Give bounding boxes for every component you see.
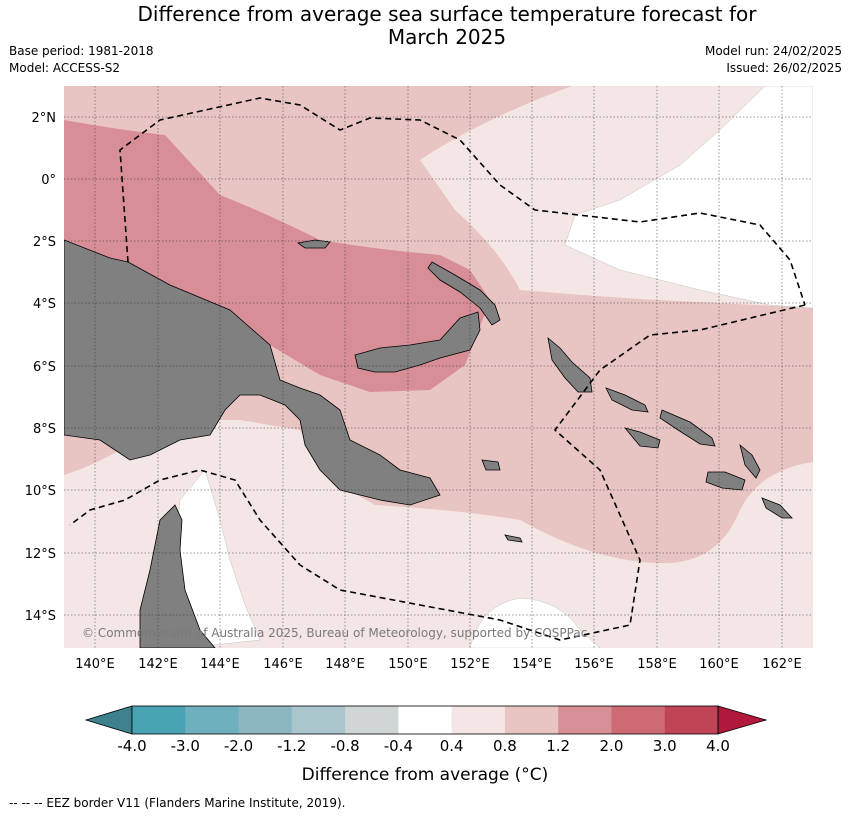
colorbar-swatch <box>451 706 506 734</box>
colorbar-swatches <box>132 706 719 734</box>
lon-tick-label: 160°E <box>699 657 739 672</box>
lat-tick-label: 4°S <box>33 297 56 312</box>
land-new-britain <box>354 311 481 373</box>
colorbar-tick-label: -0.8 <box>330 737 359 755</box>
colorbar-swatch <box>398 706 453 734</box>
colorbar-tick-label: 1.2 <box>546 737 570 755</box>
anomaly-band-neg0.4-0.4-ne <box>564 86 813 309</box>
colorbar-swatch <box>504 706 559 734</box>
lat-tick-label: 6°S <box>33 360 56 375</box>
colorbar-tick-label: -2.0 <box>224 737 253 755</box>
colorbar-tick-label: 0.8 <box>493 737 517 755</box>
colorbar-swatch <box>291 706 346 734</box>
land-bougainville <box>547 336 593 393</box>
meta-left: Base period: 1981-2018 Model: ACCESS-S2 <box>9 43 154 77</box>
model-name: Model: ACCESS-S2 <box>9 61 121 75</box>
lon-tick-label: 158°E <box>637 657 677 672</box>
lon-tick-label: 150°E <box>388 657 428 672</box>
lat-tick-label: 10°S <box>25 484 56 499</box>
land-guadalcanal <box>705 471 746 491</box>
issued-date: Issued: 26/02/2025 <box>726 61 842 75</box>
colorbar-tick-label: 4.0 <box>706 737 730 755</box>
colorbar-swatch <box>558 706 612 734</box>
colorbar-swatch <box>664 706 719 734</box>
lat-tick-labels: 2°N 0° 2°S 4°S 6°S 8°S 10°S 12°S 14°S <box>25 111 56 624</box>
anomaly-band-1.2-2.0 <box>64 120 490 392</box>
colorbar-tick-label: 2.0 <box>600 737 624 755</box>
colorbar-under-arrow <box>84 705 133 735</box>
land-louisiade <box>504 534 523 543</box>
lat-tick-label: 2°S <box>33 235 56 250</box>
land-makira <box>761 497 793 519</box>
lon-tick-label: 152°E <box>450 657 490 672</box>
lon-tick-label: 154°E <box>512 657 552 672</box>
eez-footnote: -- -- -- EEZ border V11 (Flanders Marine… <box>9 796 346 810</box>
lon-tick-labels: 140°E 142°E 144°E 146°E 148°E 150°E 152°… <box>75 657 802 672</box>
land-new-georgia <box>623 427 661 449</box>
lat-tick-label: 2°N <box>32 111 57 126</box>
lat-tick-label: 8°S <box>33 422 56 437</box>
colorbar-frame <box>131 705 719 735</box>
colorbar-title: Difference from average (°C) <box>302 765 549 785</box>
map-plot-area: © Commonwealth of Australia 2025, Bureau… <box>64 86 813 648</box>
anomaly-band-neg0.4-0.4-s <box>469 597 601 648</box>
title-line-2: March 2025 <box>387 25 507 49</box>
land-malaita <box>739 443 761 479</box>
land-choiseul <box>605 387 649 413</box>
colorbar-swatch <box>238 706 293 734</box>
colorbar: -4.0 -3.0 -2.0 -1.2 -0.8 -0.4 0.4 0.8 1.2 2.0 3.0 4… <box>84 705 768 785</box>
colorbar-tick-label: 0.4 <box>440 737 464 755</box>
meta-right: Model run: 24/02/2025 Issued: 26/02/2025 <box>705 43 842 77</box>
map-grid <box>64 86 813 648</box>
land-manus <box>296 239 331 249</box>
model-run: Model run: 24/02/2025 <box>704 44 842 58</box>
lon-tick-label: 156°E <box>574 657 614 672</box>
colorbar-labels: -4.0 -3.0 -2.0 -1.2 -0.8 -0.4 0.4 0.8 1.2 2.0 3.0 4… <box>117 737 730 755</box>
colorbar-tick-label: -3.0 <box>171 737 200 755</box>
lon-tick-label: 146°E <box>263 657 303 672</box>
colorbar-tick-label: 3.0 <box>653 737 677 755</box>
lat-tick-label: 14°S <box>25 609 56 624</box>
colorbar-tick-label: -4.0 <box>117 737 146 755</box>
colorbar-tick-label: -0.4 <box>384 737 413 755</box>
colorbar-swatch <box>185 706 240 734</box>
eez-border <box>69 97 806 641</box>
colorbar-swatch <box>345 706 399 734</box>
base-period: Base period: 1981-2018 <box>9 44 154 58</box>
lat-tick-label: 0° <box>41 173 56 188</box>
land-d-entrecasteaux <box>481 459 501 471</box>
land-new-ireland <box>427 261 501 326</box>
colorbar-swatch <box>611 706 666 734</box>
lon-tick-label: 144°E <box>200 657 240 672</box>
colorbar-swatch <box>132 706 186 734</box>
lon-tick-label: 142°E <box>138 657 178 672</box>
lon-tick-label: 148°E <box>325 657 365 672</box>
lon-tick-label: 140°E <box>75 657 115 672</box>
land-new-guinea <box>64 239 441 506</box>
copyright-notice: © Commonwealth of Australia 2025, Bureau… <box>82 626 587 640</box>
title-line-1: Difference from average sea surface temp… <box>137 2 757 26</box>
chart-title: Difference from average sea surface temp… <box>0 3 850 49</box>
lon-tick-label: 162°E <box>762 657 802 672</box>
land-australia <box>139 504 216 648</box>
lat-tick-label: 12°S <box>25 547 56 562</box>
colorbar-tick-label: -1.2 <box>277 737 306 755</box>
colorbar-over-arrow <box>717 705 768 735</box>
